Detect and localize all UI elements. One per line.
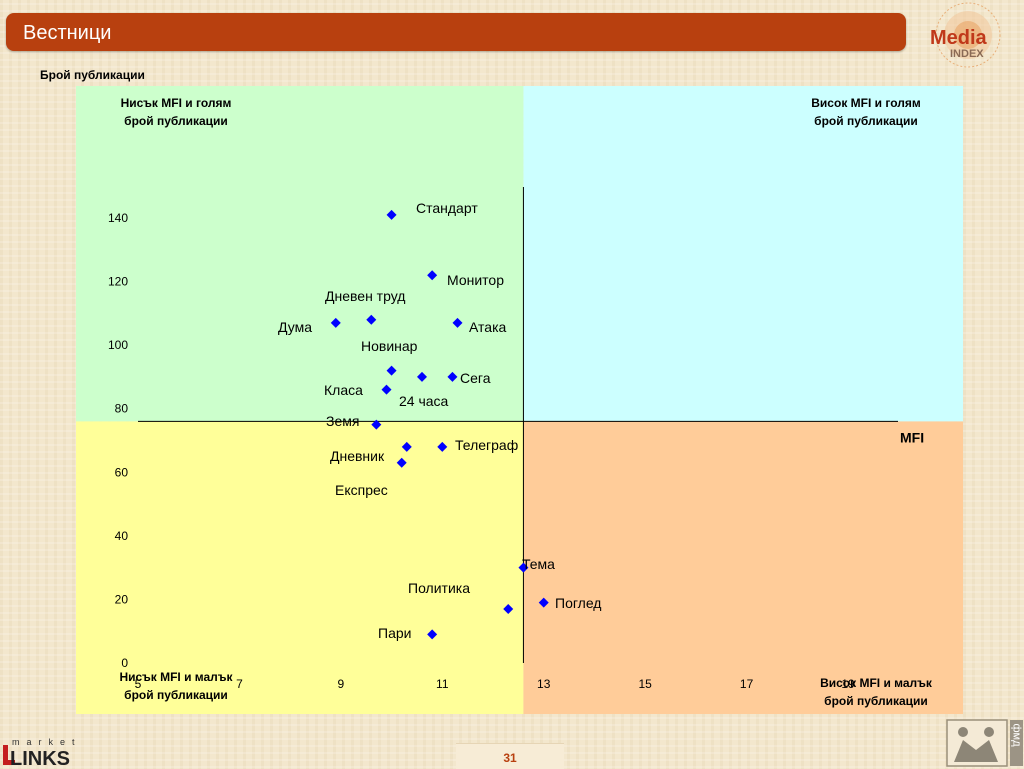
quadrant-bottom-left xyxy=(76,421,524,714)
data-point xyxy=(437,441,448,452)
point-label: Класа xyxy=(324,382,363,398)
point-label: Експрес xyxy=(335,482,388,498)
point-label: Дума xyxy=(278,319,312,335)
brand-big-text: LINKS xyxy=(10,748,70,768)
x-tick-label: 11 xyxy=(436,677,449,691)
y-tick-label: 20 xyxy=(115,592,129,606)
page-number: 31 xyxy=(503,751,517,765)
data-point xyxy=(417,371,427,382)
x-tick-label: 19 xyxy=(841,677,855,691)
y-tick-label: 140 xyxy=(108,211,128,225)
quadrant-label-line: брой публикации xyxy=(124,114,228,128)
point-label: Дневник xyxy=(330,448,385,464)
point-label: Пари xyxy=(378,625,411,641)
media-index-logo: Media INDEX xyxy=(930,2,1001,68)
point-label: Земя xyxy=(326,413,359,429)
quadrant-top-right xyxy=(523,86,963,422)
y-tick-label: 80 xyxy=(115,402,129,416)
point-label: Политика xyxy=(408,580,470,596)
y-tick-label: 120 xyxy=(108,275,128,289)
y-axis-label: Брой публикации xyxy=(40,68,145,82)
point-label: Тема xyxy=(522,556,555,572)
data-point xyxy=(503,603,514,614)
market-links-logo: market LINKS xyxy=(3,737,82,768)
data-point xyxy=(447,371,458,382)
data-point xyxy=(538,597,549,608)
data-point xyxy=(427,270,438,281)
y-tick-label: 100 xyxy=(108,338,128,352)
x-tick-label: 7 xyxy=(236,677,243,691)
x-tick-label: 17 xyxy=(740,677,754,691)
x-tick-label: 15 xyxy=(638,677,652,691)
data-point xyxy=(371,419,382,430)
quadrant-label-top-left: Нисък MFI и голям брой публикации xyxy=(96,94,256,130)
point-label: Монитор xyxy=(447,272,504,288)
quadrant-label-line: Нисък MFI и малък xyxy=(119,670,233,684)
data-point xyxy=(401,441,412,452)
x-axis-label: MFI xyxy=(900,429,924,445)
x-tick-label: 5 xyxy=(135,677,142,691)
quadrant-label-line: брой публикации xyxy=(814,114,918,128)
data-point xyxy=(518,562,529,573)
x-tick-label: 9 xyxy=(338,677,345,691)
y-tick-label: 0 xyxy=(121,656,128,670)
fmd-text: фмд xyxy=(1011,723,1023,747)
x-tick-label: 13 xyxy=(537,677,551,691)
point-label: Телеграф xyxy=(455,437,518,453)
brand-small-text: market xyxy=(12,737,82,747)
data-point xyxy=(396,457,407,468)
data-point xyxy=(452,317,463,328)
logo-text-index: INDEX xyxy=(950,48,984,60)
y-tick-label: 60 xyxy=(115,465,129,479)
title-bar: Вестници xyxy=(6,13,906,51)
quadrant-bottom-right xyxy=(523,421,963,714)
data-point xyxy=(366,314,377,325)
page-number-box: 31 xyxy=(456,743,564,769)
point-label: Поглед xyxy=(555,595,601,611)
quadrant-label-line: Висок MFI и голям xyxy=(811,96,921,110)
quadrant-top-left xyxy=(76,86,524,422)
logo-text-media: Media xyxy=(930,27,988,49)
data-point xyxy=(386,365,397,376)
data-point xyxy=(330,317,341,328)
point-label: Атака xyxy=(469,319,507,335)
fmd-logo: фмд xyxy=(946,719,1023,767)
y-tick-label: 40 xyxy=(115,529,129,543)
quadrant-label-line: брой публикации xyxy=(124,688,228,702)
point-label: Сега xyxy=(460,370,491,386)
point-label: Стандарт xyxy=(416,200,478,216)
quadrant-label-line: Нисък MFI и голям xyxy=(120,96,232,110)
quadrant-label-bottom-right: Висок MFI и малък брой публикации xyxy=(796,674,956,710)
quadrant-label-line: Висок MFI и малък xyxy=(820,676,932,690)
quadrant-label-line: брой публикации xyxy=(824,694,928,708)
quadrant-label-top-right: Висок MFI и голям брой публикации xyxy=(786,94,946,130)
point-label: 24 часа xyxy=(399,393,449,409)
point-label: Новинар xyxy=(361,338,418,354)
quadrant-label-bottom-left: Нисък MFI и малък брой публикации xyxy=(96,668,256,704)
slide-title: Вестници xyxy=(23,22,112,44)
data-point xyxy=(381,384,392,395)
point-label: Дневен труд xyxy=(325,288,405,304)
data-point xyxy=(427,629,438,640)
data-point xyxy=(386,209,397,220)
